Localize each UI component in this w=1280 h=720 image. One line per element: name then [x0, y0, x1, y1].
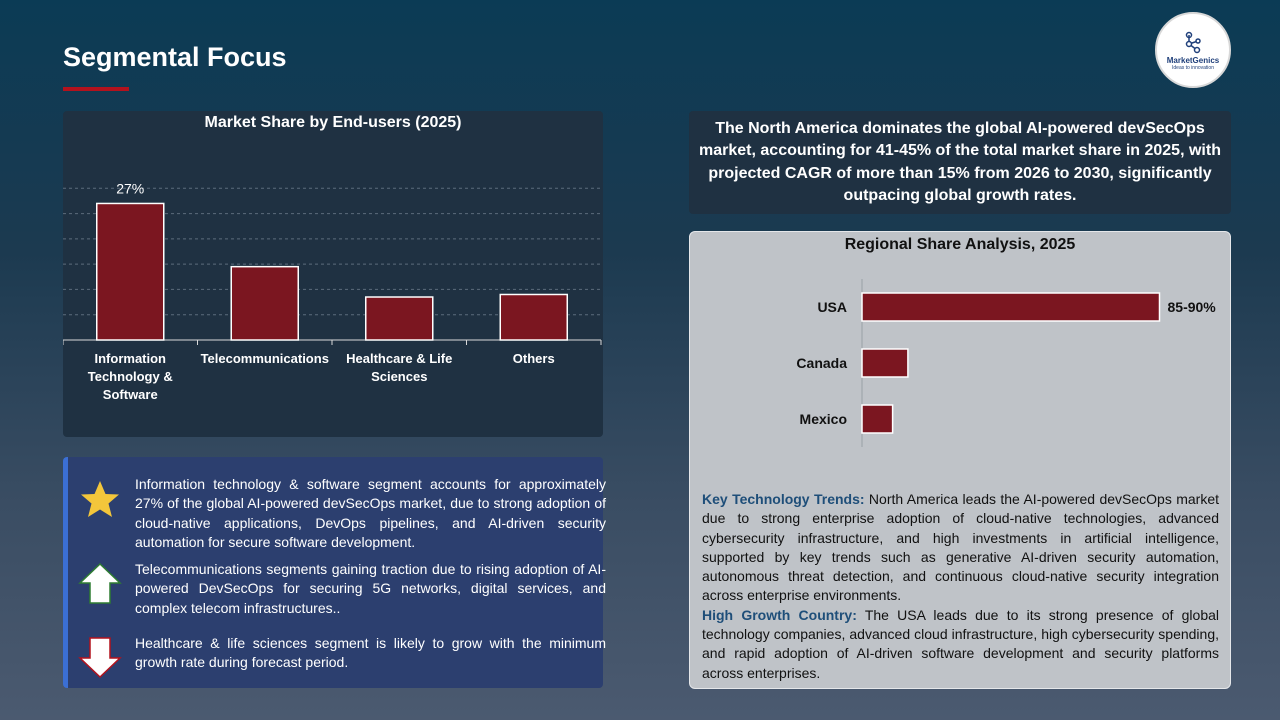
- tick-label: Mexico: [800, 411, 847, 427]
- tick-label: Healthcare & Life Sciences: [346, 351, 452, 384]
- tick-label: Telecommunications: [201, 351, 329, 366]
- regional-bar-chart: USA 85-90% Canada Mexico: [796, 279, 1217, 447]
- insight-text: Information technology & software segmen…: [135, 476, 606, 551]
- trends-label: Key Technology Trends:: [702, 491, 865, 507]
- regional-panel: USA 85-90% Canada Mexico Regional Share Ana…: [689, 231, 1231, 689]
- bar: [230, 265, 299, 341]
- insight-text: Telecommunications segments gaining trac…: [135, 561, 606, 616]
- arrow-up-icon: [78, 562, 122, 604]
- data-label: 85-90%: [1168, 299, 1217, 315]
- bar: [861, 348, 909, 378]
- tick-label: Canada: [796, 355, 847, 371]
- regional-chart-title: Regional Share Analysis, 2025: [844, 236, 1076, 253]
- bar: [365, 296, 434, 341]
- insights-panel: Information technology & software segmen…: [63, 457, 606, 688]
- logo-tagline: Ideas to innovation: [1172, 64, 1214, 71]
- bar: [499, 293, 568, 341]
- summary-box: The North America dominates the global A…: [689, 111, 1231, 214]
- data-label: 27%: [116, 180, 144, 196]
- tick-label: Information Technology & Software: [88, 351, 173, 402]
- trends-text: North America leads the AI-powered devSe…: [702, 491, 1219, 604]
- tick-label: USA: [817, 299, 847, 315]
- end-user-chart-title: Market Share by End-users (2025): [204, 114, 462, 131]
- tick-label: Others: [513, 351, 555, 366]
- summary-text: The North America dominates the global A…: [699, 119, 1221, 205]
- bar: [861, 292, 1161, 322]
- network-icon: [1185, 31, 1201, 53]
- growth-label: High Growth Country:: [702, 606, 857, 623]
- title-underline: [63, 87, 129, 91]
- end-user-bar-chart: 27% Information Technology & Software Teleco…: [63, 180, 602, 402]
- insight-text: Healthcare & life sciences segment is li…: [135, 635, 606, 671]
- bar: [96, 202, 165, 341]
- logo: MarketGenics Ideas to innovation: [1155, 12, 1231, 88]
- page-title: Segmental Focus: [63, 42, 287, 72]
- regional-notes: Key Technology Trends: North America lea…: [702, 490, 1219, 683]
- star-icon: [81, 481, 119, 517]
- arrow-down-icon: [78, 637, 122, 679]
- logo-name: MarketGenics: [1166, 55, 1220, 65]
- end-user-chart-panel: 27% Information Technology & Software Teleco…: [63, 111, 603, 437]
- growth-text: The USA leads due to its strong presence…: [702, 606, 1220, 681]
- bar: [861, 404, 894, 434]
